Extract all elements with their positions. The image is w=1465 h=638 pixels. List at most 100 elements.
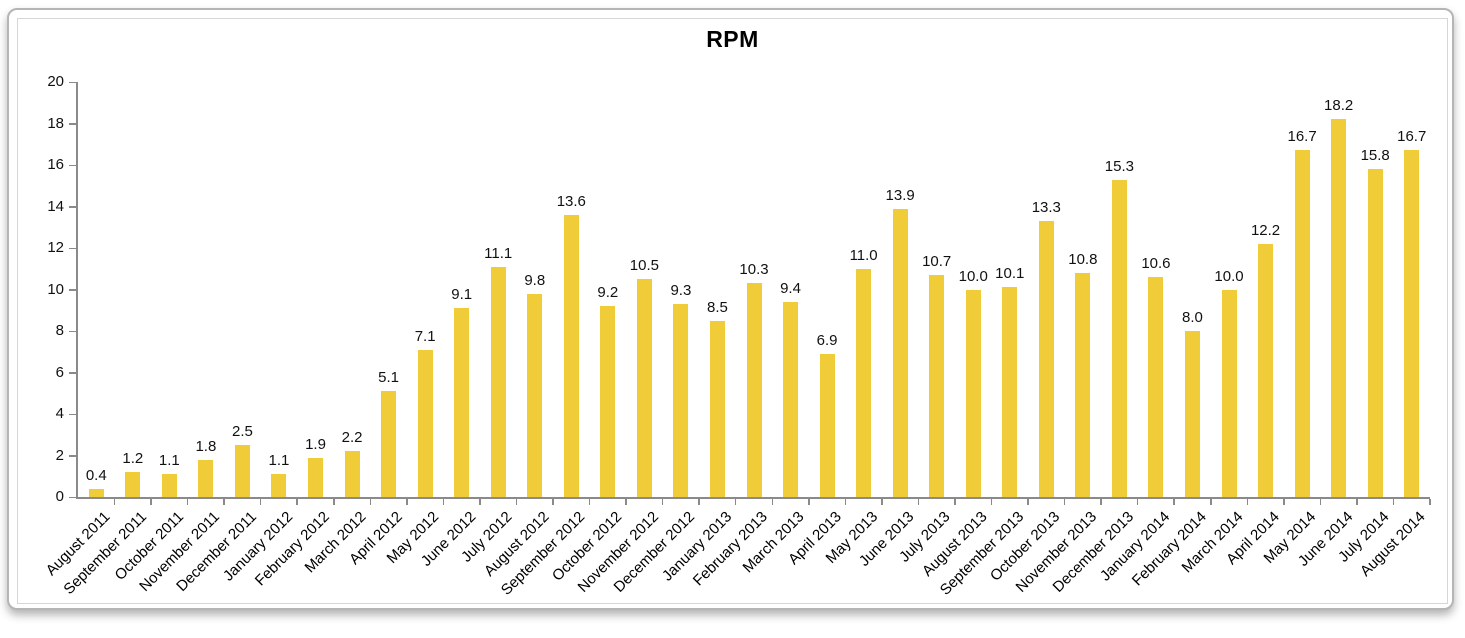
x-axis-tick: [625, 499, 627, 505]
bar: [563, 214, 579, 497]
bar: [709, 320, 725, 497]
bar: [819, 353, 835, 497]
bar: [1294, 150, 1310, 497]
bar: [636, 279, 652, 497]
bar-value-label: 12.2: [1250, 221, 1281, 239]
bar-value-label: 1.1: [268, 452, 290, 470]
bar-value-label: 15.8: [1360, 147, 1390, 165]
bar: [929, 274, 945, 497]
bar-value-label: 10.0: [1214, 267, 1244, 285]
bar: [198, 459, 214, 497]
y-axis-tick-label: 2: [55, 446, 64, 464]
y-axis-tick-label: 16: [47, 156, 64, 173]
bar-value-label: 2.2: [341, 429, 363, 447]
x-axis-tick: [771, 499, 774, 505]
bar: [490, 266, 506, 497]
bar-value-label: 13.3: [1031, 199, 1061, 217]
bar: [1404, 150, 1420, 497]
bar-value-label: 7.1: [414, 327, 436, 345]
y-axis-tick-label: 12: [47, 239, 64, 256]
y-axis-tick-label: 18: [47, 114, 64, 132]
y-axis-tick-label: 14: [47, 197, 64, 215]
y-axis-tick: [69, 247, 76, 249]
x-axis-tick: [1356, 499, 1358, 505]
bar-value-label: 9.1: [451, 286, 473, 304]
bar-value-label: 16.7: [1287, 128, 1317, 146]
bar-value-label: 1.9: [305, 435, 326, 453]
x-axis-tick: [1136, 499, 1139, 505]
y-axis-tick: [69, 289, 76, 291]
bar: [673, 304, 689, 497]
x-axis-tick: [552, 499, 554, 505]
bar: [381, 391, 397, 497]
bar: [88, 488, 104, 497]
bar-value-label: 10.7: [922, 252, 952, 270]
bar-value-label: 9.8: [524, 271, 546, 289]
bar: [1367, 169, 1383, 497]
x-axis-tick: [808, 499, 810, 505]
bar-value-label: 11.1: [484, 244, 513, 262]
bar-value-label: 13.9: [885, 186, 915, 204]
bar: [125, 472, 141, 497]
y-axis-tick: [69, 123, 76, 125]
bar: [161, 474, 177, 497]
bar-value-label: 6.9: [816, 331, 838, 349]
bar-value-label: 5.1: [378, 369, 400, 387]
y-axis-line: [76, 82, 78, 499]
bar-value-label: 11.0: [849, 246, 878, 264]
x-axis-line: [76, 497, 1430, 499]
bar: [1148, 277, 1164, 497]
bar-value-label: 1.1: [158, 452, 180, 470]
y-axis-tick-label: 6: [55, 363, 64, 381]
bar-value-label: 10.0: [958, 267, 988, 285]
x-axis-tick: [515, 499, 518, 505]
bar: [783, 301, 799, 497]
y-axis-tick: [69, 206, 76, 208]
x-axis-tick: [1429, 499, 1431, 505]
bar: [1038, 221, 1054, 497]
x-axis-tick: [661, 499, 664, 505]
x-axis-tick: [1063, 499, 1066, 505]
bar: [454, 308, 470, 497]
x-axis-tick: [954, 499, 956, 505]
x-axis-tick: [113, 499, 116, 505]
y-axis-tick-label: 10: [47, 280, 64, 298]
bar: [892, 208, 908, 497]
x-axis-tick: [1210, 499, 1212, 505]
x-axis-tick: [259, 499, 262, 505]
bar-value-label: 0.4: [85, 466, 107, 484]
bar: [1075, 272, 1091, 497]
y-axis-tick-label: 4: [55, 405, 64, 422]
bar: [1331, 119, 1347, 497]
bar-value-label: 10.5: [629, 257, 659, 275]
x-axis-tick: [734, 499, 737, 505]
x-axis-tick: [990, 499, 993, 505]
x-axis-tick: [223, 499, 225, 505]
y-axis-tick-label: 0: [55, 488, 64, 505]
bar: [234, 445, 250, 497]
x-axis-tick: [917, 499, 920, 505]
bar: [308, 457, 323, 497]
bar: [527, 293, 543, 497]
bar-value-label: 1.2: [122, 450, 144, 468]
x-axis-tick: [186, 499, 189, 505]
card-frame: [7, 8, 1454, 610]
bar: [1111, 179, 1127, 497]
x-axis-tick: [1246, 499, 1249, 505]
y-axis-tick: [69, 372, 76, 374]
y-axis-tick-label: 8: [55, 322, 64, 339]
y-axis-tick: [69, 330, 76, 332]
bar: [1002, 287, 1018, 497]
bar: [965, 289, 981, 497]
x-axis-tick: [844, 499, 847, 505]
plot-frame: [17, 18, 1448, 604]
bar: [417, 349, 433, 497]
bar-value-label: 1.8: [195, 437, 217, 455]
x-axis-tick: [442, 499, 445, 505]
bar-value-label: 8.0: [1182, 309, 1203, 326]
bar-value-label: 9.3: [670, 282, 692, 300]
y-axis-tick: [69, 413, 76, 415]
x-axis-tick: [369, 499, 372, 505]
